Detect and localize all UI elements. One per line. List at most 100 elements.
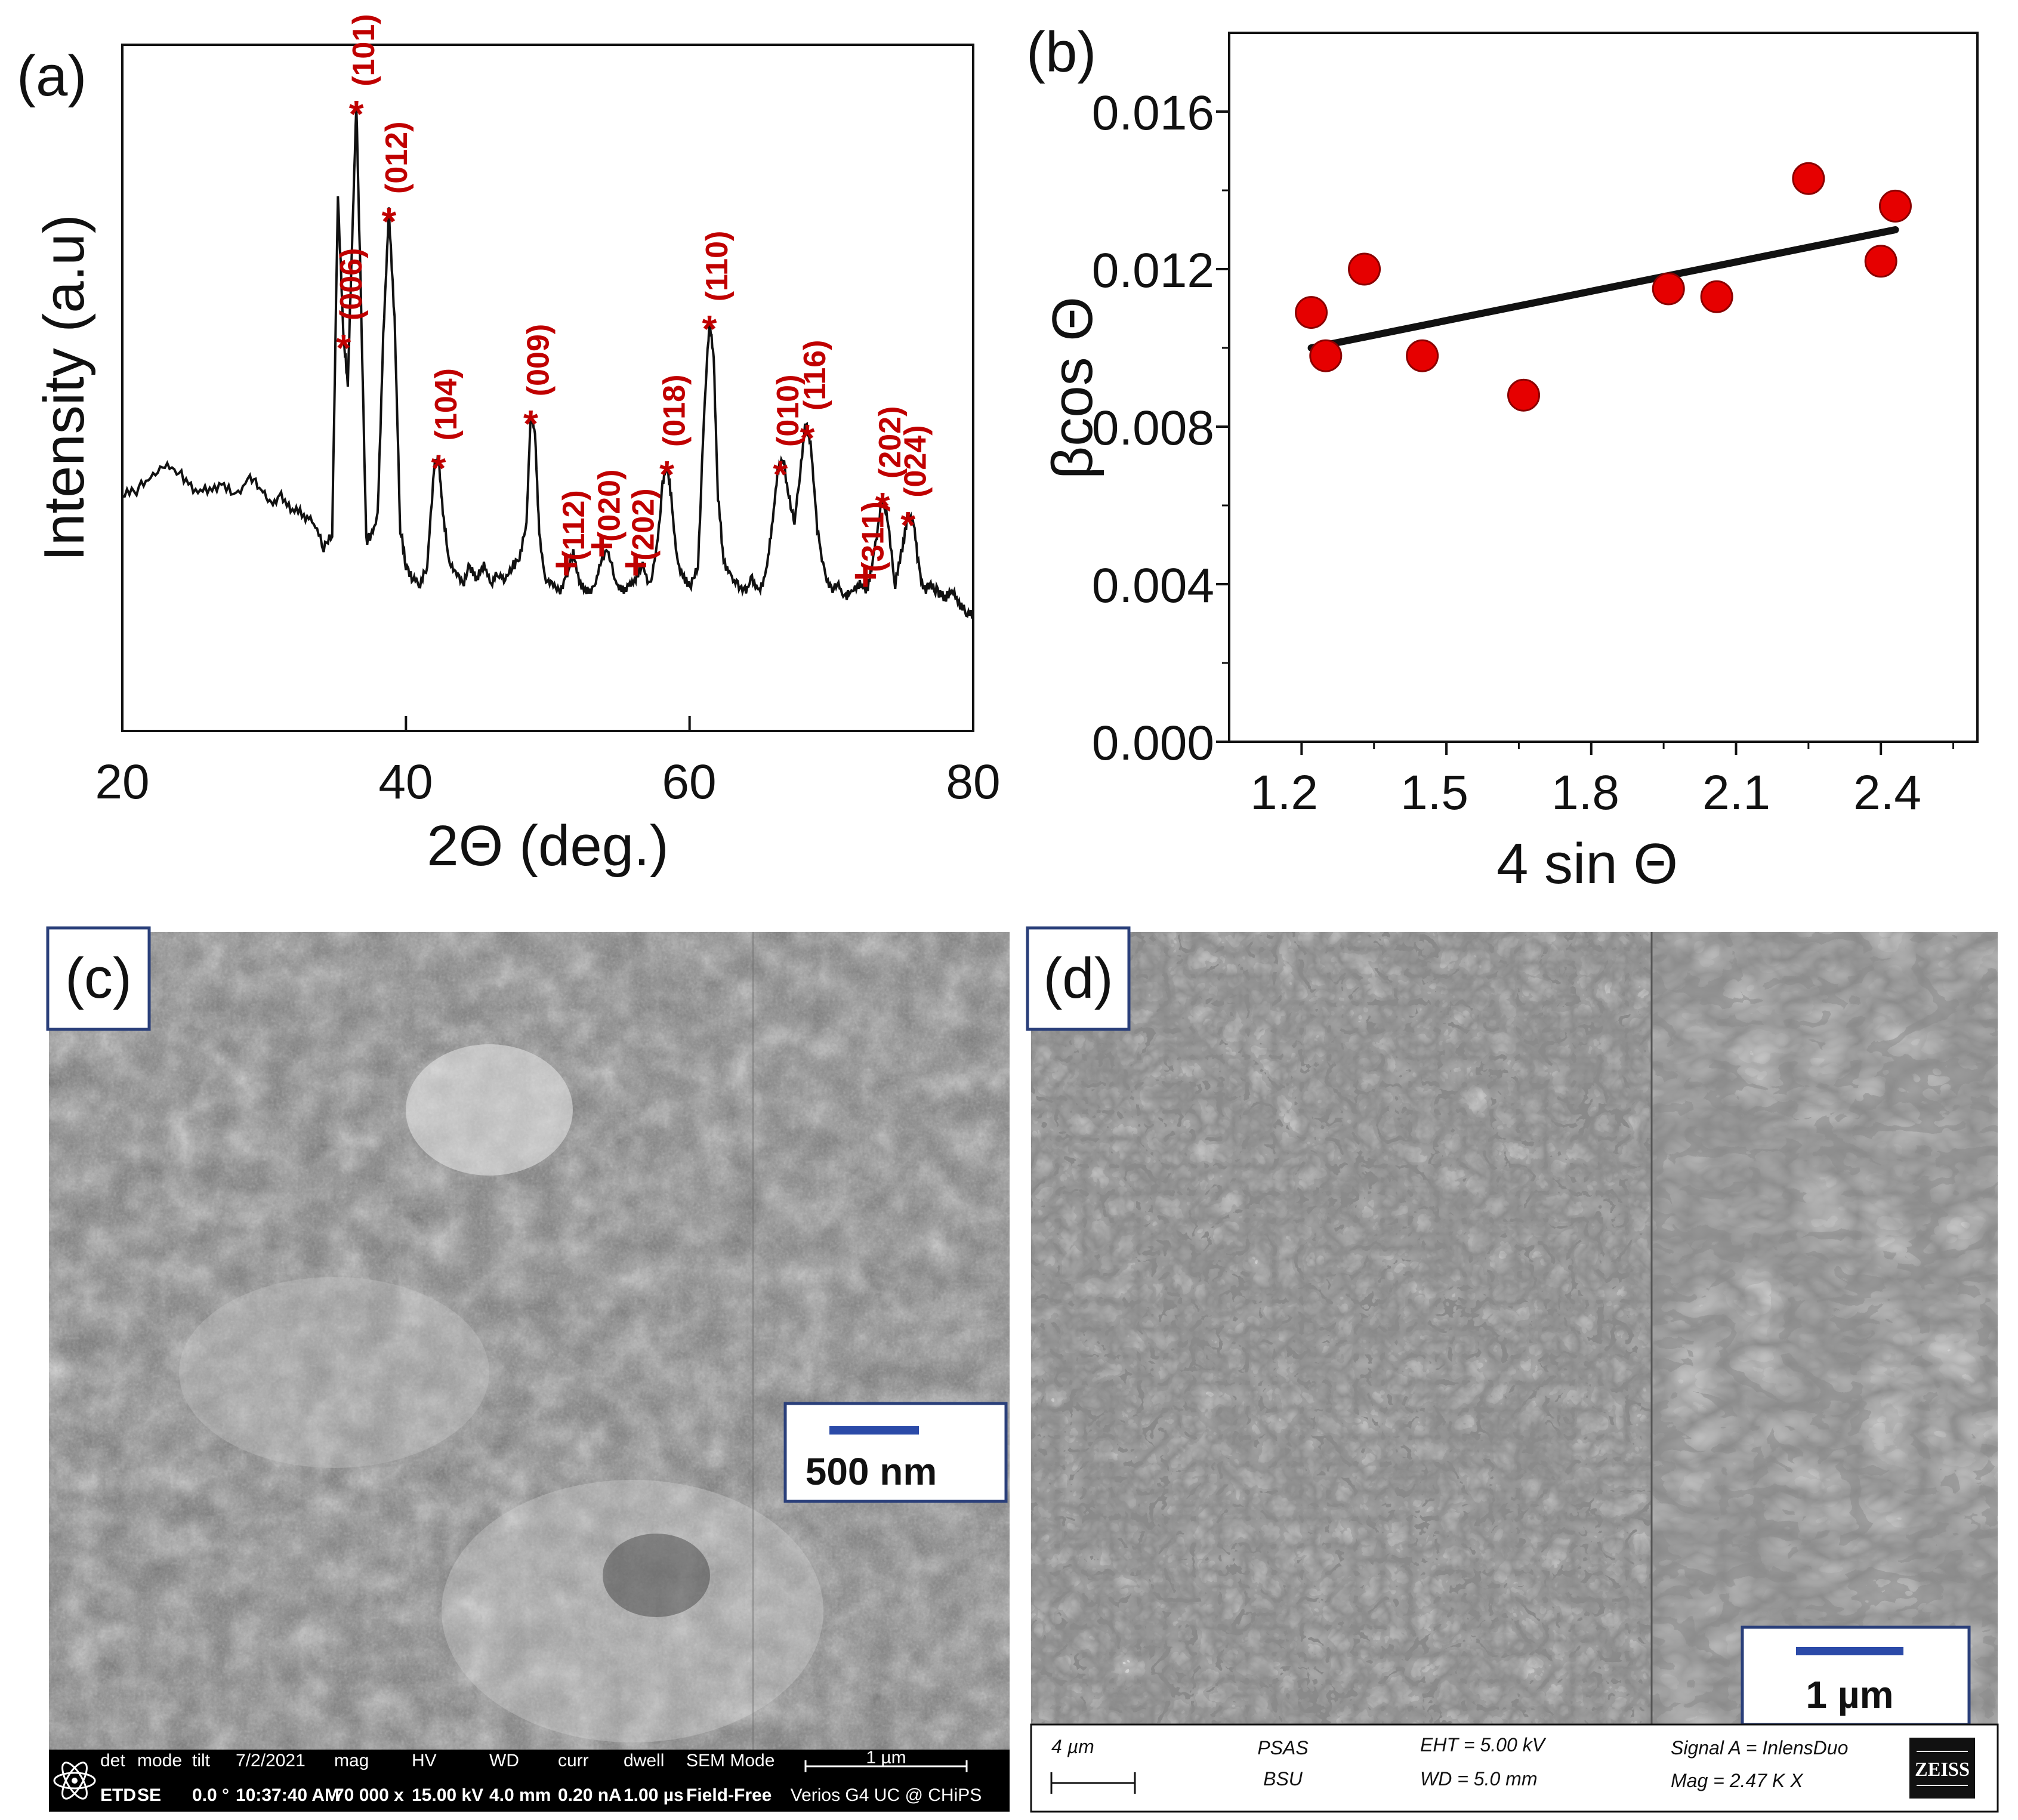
xrd-peak-label: * (018) <box>658 375 692 496</box>
xrd-y-axis-label: Intensity (a.u) <box>32 214 96 562</box>
xrd-peak-label: +(311) <box>853 501 890 599</box>
xrd-peak-label: +(112) <box>554 490 591 588</box>
xrd-peak-hkl: (202) <box>626 488 661 560</box>
xrd-peak-marker: * <box>900 504 915 547</box>
panel-d-label: (d) <box>1043 946 1113 1010</box>
sem-c-scalebar-box <box>783 1402 1008 1503</box>
xrd-peak-marker: + <box>853 553 878 599</box>
sem-d-scalebar-box <box>1741 1625 1971 1726</box>
wh-points <box>1295 162 1912 412</box>
xrd-peak-hkl: (116) <box>798 340 832 411</box>
panel-c-label-box <box>46 926 151 1031</box>
sem-c-info-header: mode <box>137 1751 182 1770</box>
sem-d-detector-1: PSAS <box>1257 1737 1308 1759</box>
xrd-peak-marker: * <box>773 453 788 496</box>
sem-c-info-value: 0.20 nA <box>558 1785 622 1805</box>
xrd-peak-marker: * <box>523 402 538 445</box>
xrd-peak-hkl: (006) <box>334 248 369 320</box>
xrd-tick-label: 80 <box>946 755 1000 809</box>
sem-c-info-header: curr <box>558 1751 589 1770</box>
sem-c-shadow <box>603 1534 710 1617</box>
wh-x-axis-label: 4 sin Θ <box>1496 832 1678 896</box>
xrd-peak-marker: * <box>336 326 351 369</box>
xrd-peak-hkl: (101) <box>347 14 381 86</box>
xrd-peak-marker: * <box>349 92 364 135</box>
xrd-peak-label: * (202) <box>873 406 908 528</box>
sem-c-info-value: 70 000 x <box>334 1785 404 1805</box>
wh-fit-line <box>1307 226 1899 351</box>
xrd-peak-hkl: (012) <box>379 122 414 194</box>
sem-c-highlight <box>179 1277 489 1468</box>
xrd-peak-label: * (116) <box>798 340 832 460</box>
sem-d-signal: Signal A = InlensDuo <box>1671 1737 1848 1759</box>
wh-x-tick-label: 1.8 <box>1551 766 1619 820</box>
panel-b: (b) 1.2 1.5 1.8 2.1 2.4 0.000 0.004 0.00… <box>1026 20 1979 896</box>
wh-data-point <box>1348 252 1381 286</box>
sem-c-scalebar-label: 500 nm <box>806 1450 937 1493</box>
sem-d-eht: EHT = 5.00 kV <box>1420 1734 1547 1756</box>
sem-c-info-value: 10:37:40 AM <box>236 1785 340 1805</box>
sem-c-info-value: 1.00 µs <box>624 1785 684 1805</box>
xrd-peak-marker: * <box>381 200 396 243</box>
wh-y-tick-label: 0.000 <box>1092 716 1214 770</box>
wh-data-point <box>1309 339 1343 372</box>
sem-c-info-header: dwell <box>624 1751 664 1770</box>
wh-data-point <box>1295 296 1328 329</box>
sem-c-info-header: HV <box>412 1751 437 1770</box>
sem-c-info-scalebar-label: 1 µm <box>866 1748 906 1767</box>
xrd-frame <box>121 44 974 732</box>
xrd-peak-label: +(202) <box>624 488 661 587</box>
xrd-peak-hkl: (009) <box>521 324 556 396</box>
panel-a: (a) 20 40 60 80 2Θ (deg.) Intensity (a.u… <box>17 14 1001 878</box>
sem-c-info-header: det <box>100 1751 125 1770</box>
sem-c-instrument: Verios G4 UC @ CHiPS <box>791 1785 982 1805</box>
wh-x-tick-label: 2.1 <box>1702 766 1770 820</box>
sem-c-info-header: 7/2/2021 <box>236 1751 306 1770</box>
wh-data-point <box>1507 378 1541 412</box>
panel-a-label: (a) <box>17 44 87 108</box>
wh-data-point <box>1878 189 1912 223</box>
sem-c-info-fields: det mode tilt 7/2/2021 mag HV WD curr dwell SEM M… <box>100 1751 775 1805</box>
wh-x-tick-label: 1.2 <box>1250 766 1318 820</box>
sem-d-texture-right <box>1652 932 1998 1725</box>
xrd-peak-label: * (006) <box>334 248 369 369</box>
xrd-peak-hkl: (311) <box>856 501 890 572</box>
wh-ticks <box>1216 110 1955 755</box>
xrd-peak-marker: * <box>702 307 717 350</box>
xrd-peak-hkl: (020) <box>592 470 627 542</box>
sem-c-info-value: Field-Free <box>686 1785 772 1805</box>
panel-c: (c) 500 nm det mode tilt 7/2/2021 mag HV WD cur… <box>46 926 1010 1812</box>
sem-c-highlight <box>406 1044 573 1176</box>
wh-data-point <box>1406 339 1439 372</box>
wh-data-point <box>1700 280 1733 313</box>
xrd-peak-marker: * <box>431 446 446 489</box>
sem-c-info-value: SE <box>137 1785 161 1805</box>
xrd-peak-marker: * <box>659 453 674 496</box>
zeiss-logo-text: ZEISS <box>1915 1759 1970 1781</box>
xrd-peak-marker: * <box>875 485 890 528</box>
panel-d: (d) 1 µm 4 µm PSAS BSU EHT = 5.00 kV WD … <box>1026 926 1999 1813</box>
sem-d-detector-2: BSU <box>1263 1768 1303 1790</box>
xrd-peak-label: * (010) <box>771 375 806 496</box>
xrd-tick-label: 20 <box>95 755 149 809</box>
xrd-peak-hkl: (024) <box>899 425 933 497</box>
xrd-peak-hkl: (104) <box>429 368 464 440</box>
sem-c-info-value: 4.0 mm <box>489 1785 551 1805</box>
panel-b-label: (b) <box>1026 20 1096 84</box>
xrd-peak-hkl: (010) <box>771 375 806 447</box>
xrd-x-axis-label: 2Θ (deg.) <box>427 814 669 878</box>
xrd-peak-marker: * <box>800 417 814 459</box>
wh-y-tick-label: 0.012 <box>1092 243 1214 298</box>
xrd-peak-hkl: (110) <box>700 231 735 302</box>
sem-c-info-header: WD <box>489 1751 519 1770</box>
sem-c-info-header: mag <box>334 1751 369 1770</box>
sem-c-highlight <box>442 1480 823 1742</box>
panel-c-label: (c) <box>65 946 132 1010</box>
xrd-peak-marker: + <box>590 522 614 569</box>
xrd-tick-label: 60 <box>662 755 716 809</box>
wh-y-axis-label: βcos Θ <box>1041 297 1104 479</box>
sem-c-info-value: 15.00 kV <box>412 1785 483 1805</box>
wh-y-tick-label: 0.004 <box>1092 559 1214 613</box>
xrd-peak-label: * (104) <box>429 368 464 489</box>
